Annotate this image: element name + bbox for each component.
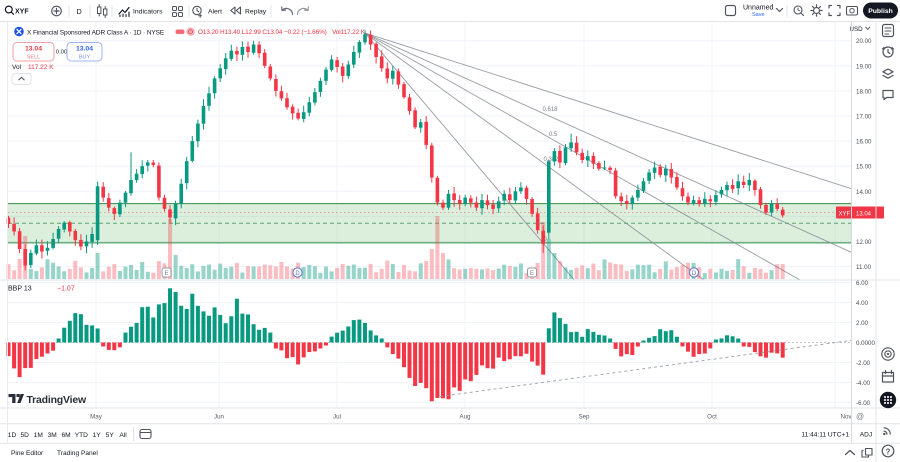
svg-text:Publish: Publish — [868, 8, 893, 15]
svg-text:TradingView: TradingView — [27, 394, 87, 406]
svg-text:13.04: 13.04 — [856, 211, 872, 217]
svg-text:@: @ — [856, 412, 864, 421]
svg-text:−1.07: −1.07 — [57, 286, 75, 293]
svg-text:Oct: Oct — [707, 414, 717, 421]
svg-text:XYF: XYF — [839, 211, 851, 217]
svg-text:YTD: YTD — [75, 432, 88, 439]
svg-text:D: D — [295, 271, 300, 277]
svg-text:X Financial Sponsored ADR Clas: X Financial Sponsored ADR Class A · 1D ·… — [27, 29, 165, 36]
svg-text:20.00: 20.00 — [856, 38, 872, 45]
svg-text:D: D — [77, 7, 82, 16]
svg-text:E: E — [530, 271, 534, 277]
svg-text:?: ? — [886, 448, 891, 457]
svg-text:Save: Save — [752, 12, 765, 18]
svg-text:Indicators: Indicators — [133, 9, 163, 16]
svg-text:E: E — [164, 271, 168, 277]
svg-text:0.618: 0.618 — [542, 107, 558, 113]
svg-text:13.04: 13.04 — [76, 46, 93, 53]
svg-text:19.00: 19.00 — [856, 63, 872, 70]
svg-text:0: 0 — [543, 237, 547, 243]
svg-text:Replay: Replay — [245, 9, 267, 16]
svg-text:4.00: 4.00 — [856, 300, 869, 307]
svg-text:0.382: 0.382 — [543, 157, 559, 163]
svg-text:12.00: 12.00 — [856, 239, 872, 246]
svg-text:O13.20 H13.40 L12.99 C13.04 −0: O13.20 H13.40 L12.99 C13.04 −0.22 (−1.66… — [198, 29, 327, 36]
svg-text:Alert: Alert — [208, 9, 222, 16]
svg-text:ADJ: ADJ — [860, 432, 872, 439]
svg-text:6M: 6M — [62, 432, 71, 439]
svg-text:17.00: 17.00 — [856, 114, 872, 121]
svg-text:All: All — [119, 432, 127, 439]
svg-text:0.0000: 0.0000 — [856, 340, 875, 347]
svg-text:Vol: Vol — [12, 64, 22, 71]
svg-text:XYF: XYF — [15, 9, 29, 16]
svg-text:13.04: 13.04 — [25, 46, 42, 53]
svg-text:May: May — [90, 414, 103, 421]
svg-text:117.22 K: 117.22 K — [28, 64, 54, 71]
svg-text:15.00: 15.00 — [856, 164, 872, 171]
svg-text:Jul: Jul — [333, 414, 341, 421]
svg-text:Aug: Aug — [459, 414, 471, 421]
svg-text:-4.00: -4.00 — [856, 380, 871, 387]
svg-text:BUY: BUY — [79, 54, 91, 60]
svg-text:5Y: 5Y — [106, 432, 115, 439]
svg-text:-6.00: -6.00 — [856, 400, 871, 407]
svg-text:BBP 13: BBP 13 — [8, 286, 32, 293]
svg-text:Nov: Nov — [840, 414, 852, 421]
svg-text:0.5: 0.5 — [549, 132, 558, 138]
svg-text:3M: 3M — [48, 432, 57, 439]
svg-text:SELL: SELL — [27, 54, 40, 60]
svg-text:Sep: Sep — [578, 414, 590, 421]
svg-text:18.00: 18.00 — [856, 88, 872, 95]
svg-text:5D: 5D — [20, 432, 29, 439]
svg-text:16.00: 16.00 — [856, 139, 872, 146]
svg-text:-2.00: -2.00 — [856, 360, 871, 367]
svg-text:14.00: 14.00 — [856, 189, 872, 196]
svg-text:1D: 1D — [8, 432, 17, 439]
svg-text:Unnamed: Unnamed — [743, 5, 773, 12]
svg-text:1M: 1M — [34, 432, 43, 439]
svg-text:Trading Panel: Trading Panel — [57, 450, 98, 457]
svg-text:6.00: 6.00 — [856, 280, 869, 287]
svg-text:Jun: Jun — [214, 414, 225, 421]
svg-text:11.00: 11.00 — [856, 264, 872, 271]
svg-text:2.00: 2.00 — [856, 320, 869, 327]
svg-text:11:44:11 UTC+1: 11:44:11 UTC+1 — [801, 432, 849, 439]
svg-text:USD: USD — [850, 26, 864, 33]
svg-text:0.00: 0.00 — [56, 50, 67, 56]
svg-text:D: D — [692, 271, 697, 277]
svg-text:Pine Editor: Pine Editor — [11, 450, 44, 457]
svg-text:Vol117.22 K: Vol117.22 K — [332, 29, 366, 36]
svg-text:1Y: 1Y — [93, 432, 102, 439]
